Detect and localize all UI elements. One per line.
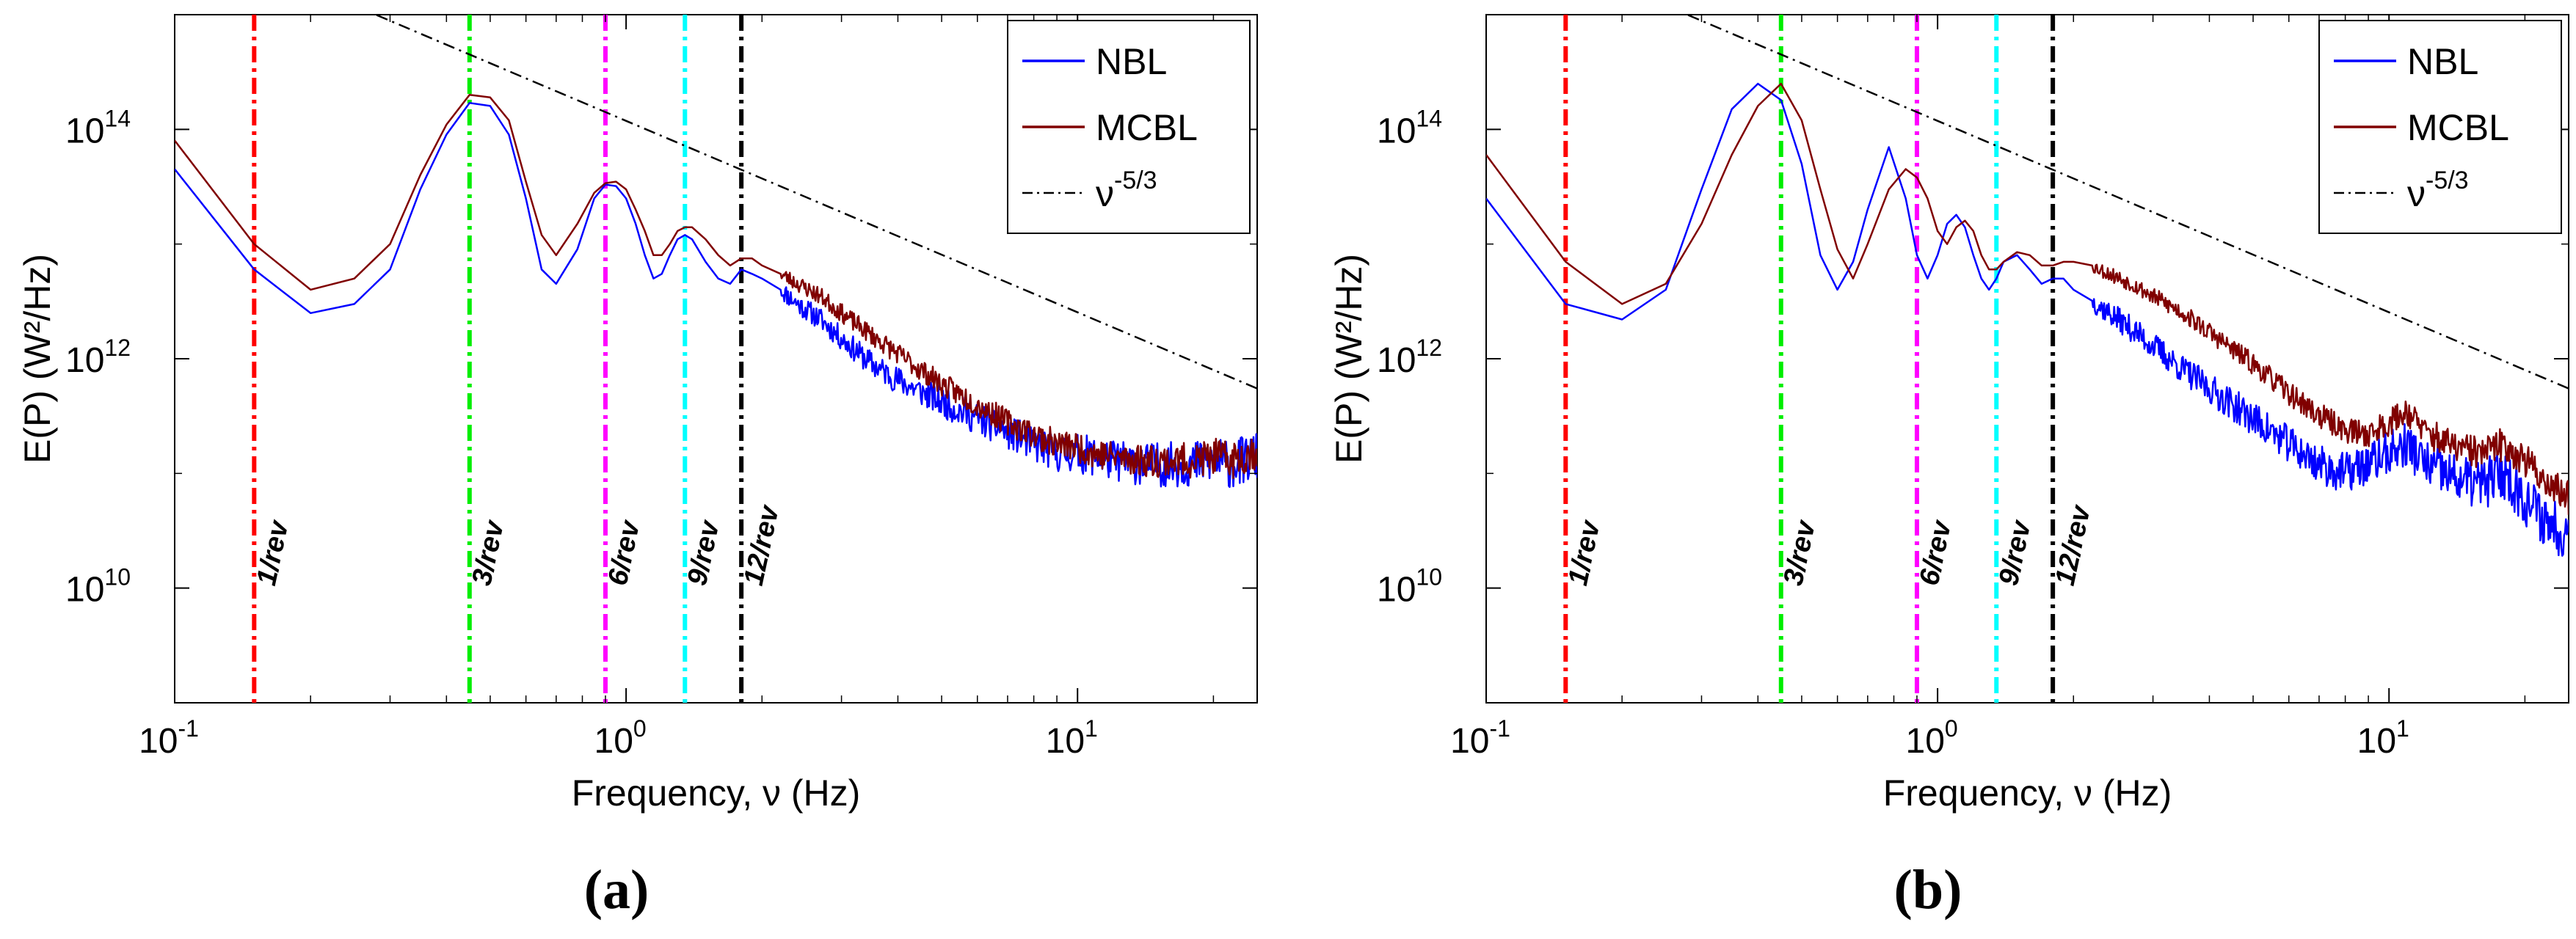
series-line <box>373 15 1257 390</box>
x-tick-label: 100 <box>594 715 647 761</box>
y-axis-label: E(P) (W²/Hz) <box>17 254 58 464</box>
series-line <box>1486 82 2569 557</box>
plot-content <box>1486 15 2569 703</box>
legend-label: MCBL <box>2407 107 2509 148</box>
x-tick-label: 100 <box>1906 715 1958 761</box>
chart-panel-a: 10-1 100 101 1010 1012 1014 Frequency, ν (Hz) E… <box>17 14 1258 921</box>
x-tick-label: 101 <box>1046 715 1098 761</box>
y-axis-label: E(P) (W²/Hz) <box>1328 254 1369 464</box>
y-tick-label: 1012 <box>65 335 131 380</box>
panel-label: (a) <box>584 859 650 921</box>
x-tick-label: 10-1 <box>139 715 199 761</box>
legend-label: NBL <box>2407 41 2478 82</box>
series-line <box>175 102 1257 489</box>
legend-label: NBL <box>1096 41 1167 82</box>
x-axis-label: Frequency, ν (Hz) <box>1883 772 2172 814</box>
y-tick-label: 1014 <box>1377 105 1442 150</box>
series-line <box>175 94 1257 480</box>
y-tick-label: 1010 <box>1377 564 1442 610</box>
y-tick-label: 1010 <box>65 564 131 610</box>
x-tick-label: 10-1 <box>1450 715 1510 761</box>
series-line <box>1684 15 2569 390</box>
panel-label: (b) <box>1894 859 1962 921</box>
plot-content <box>175 15 1257 703</box>
y-tick-label: 1014 <box>65 105 131 150</box>
chart-panel-b: 10-1 100 101 1010 1012 1014 Frequency, ν (Hz) E… <box>1328 14 2569 921</box>
x-axis-label: Frequency, ν (Hz) <box>572 772 861 814</box>
legend-label: MCBL <box>1096 107 1198 148</box>
x-tick-label: 101 <box>2357 715 2409 761</box>
y-tick-label: 1012 <box>1377 335 1442 380</box>
series-line <box>1486 82 2569 515</box>
